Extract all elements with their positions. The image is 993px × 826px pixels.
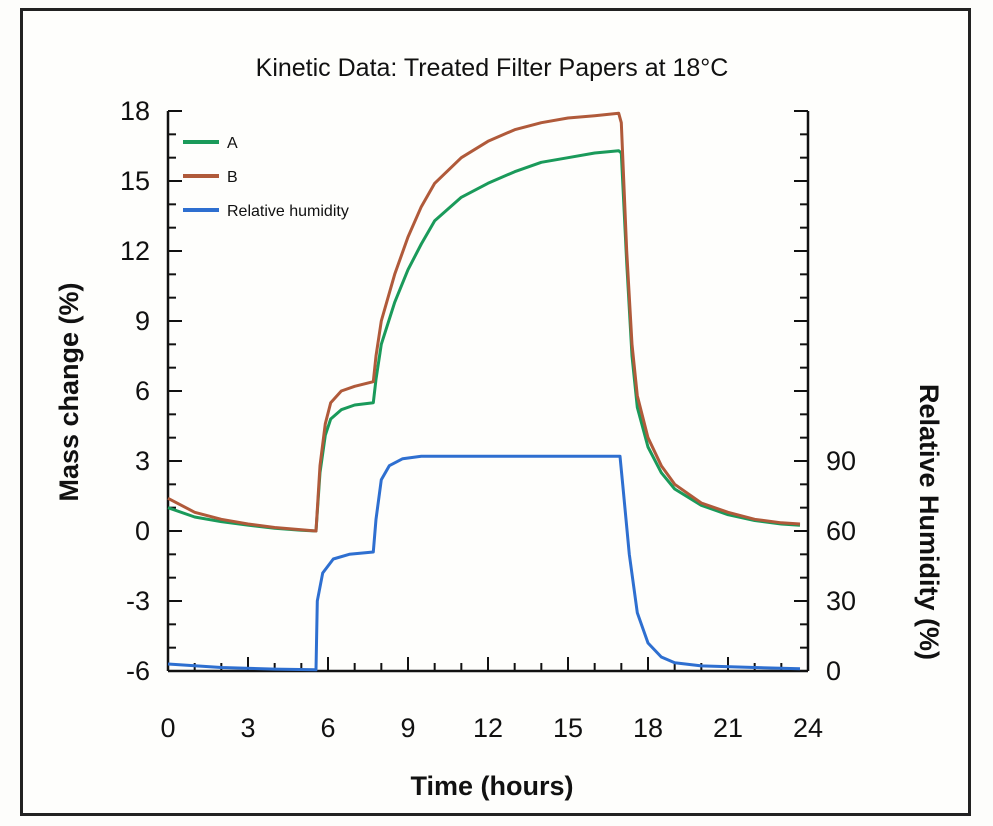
x-tick-label: 21	[713, 713, 743, 743]
chart-frame	[20, 8, 971, 816]
y-tick-label: 18	[120, 96, 150, 126]
y2-tick-label: 0	[826, 656, 841, 686]
x-tick-label: 18	[633, 713, 663, 743]
x-tick-label: 6	[320, 713, 335, 743]
legend-label: B	[227, 169, 238, 186]
x-tick-label: 3	[240, 713, 255, 743]
x-axis-label: Time (hours)	[410, 771, 573, 801]
y2-tick-label: 30	[826, 586, 856, 616]
y2-tick-label: 60	[826, 516, 856, 546]
series-line-relative-humidity	[167, 454, 801, 672]
y-axis-label: Mass change (%)	[54, 282, 84, 501]
y2-axis-label: Relative Humidity (%)	[914, 384, 944, 660]
y2-tick-label: 90	[826, 446, 856, 476]
chart-title: Kinetic Data: Treated Filter Papers at 1…	[256, 54, 729, 82]
x-tick-label: 24	[793, 713, 823, 743]
legend-label: Relative humidity	[227, 203, 349, 220]
x-tick-label: 0	[160, 713, 175, 743]
x-tick-label: 9	[400, 713, 415, 743]
y-tick-label: -3	[126, 586, 150, 616]
x-tick-label: 15	[553, 713, 583, 743]
x-tick-label: 12	[473, 713, 503, 743]
y-tick-label: 15	[120, 166, 150, 196]
y-tick-label: 6	[135, 376, 150, 406]
series-line-b	[167, 111, 801, 533]
legend-label: A	[227, 135, 238, 152]
y-tick-label: 0	[135, 516, 150, 546]
y-tick-label: 12	[120, 236, 150, 266]
y-tick-label: -6	[126, 656, 150, 686]
y-tick-label: 9	[135, 306, 150, 336]
y-tick-label: 3	[135, 446, 150, 476]
plot-area: 0 3 6 9 12 15 18 21 24 -6 -3 0 3 6 9 12 15 18 0 30 60 90 AB Rel…	[120, 96, 856, 743]
